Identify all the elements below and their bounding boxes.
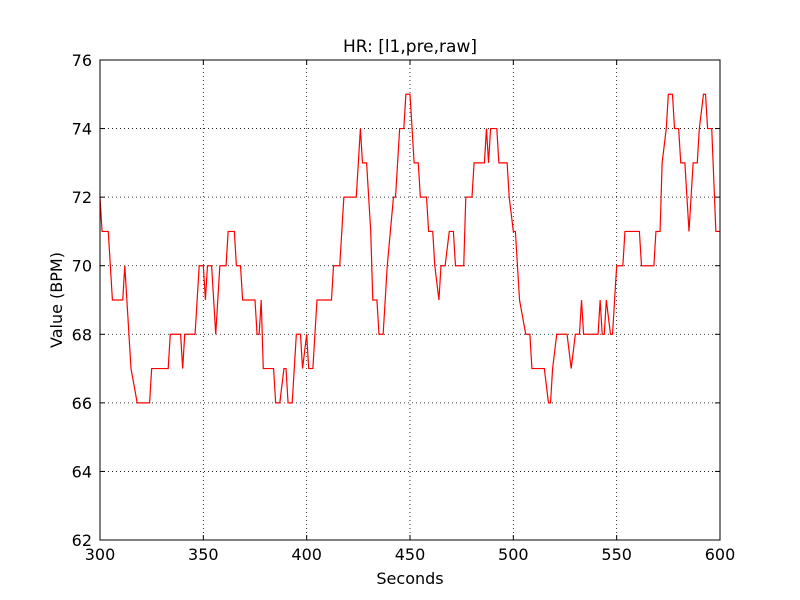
y-tick-label: 66 xyxy=(72,394,92,413)
y-tick-label: 76 xyxy=(72,51,92,70)
y-axis-label: Value (BPM) xyxy=(47,252,66,348)
chart-title: HR: [l1,pre,raw] xyxy=(343,37,477,57)
x-tick-label: 450 xyxy=(395,545,426,564)
plot-frame xyxy=(99,59,721,541)
x-tick-label: 500 xyxy=(498,545,529,564)
y-tick-label: 68 xyxy=(72,325,92,344)
x-tick-label: 350 xyxy=(188,545,219,564)
data-line xyxy=(99,93,720,404)
y-tick-label: 62 xyxy=(72,531,92,550)
x-tick-label: 400 xyxy=(291,545,322,564)
x-tick-label: 600 xyxy=(705,545,736,564)
x-tick-label: 550 xyxy=(601,545,632,564)
y-tick-label: 74 xyxy=(72,120,92,139)
y-tick-label: 64 xyxy=(72,462,92,481)
x-axis-label: Seconds xyxy=(376,569,443,588)
y-tick-label: 70 xyxy=(72,257,92,276)
x-tick-label: 300 xyxy=(85,545,116,564)
y-tick-label: 72 xyxy=(72,188,92,207)
